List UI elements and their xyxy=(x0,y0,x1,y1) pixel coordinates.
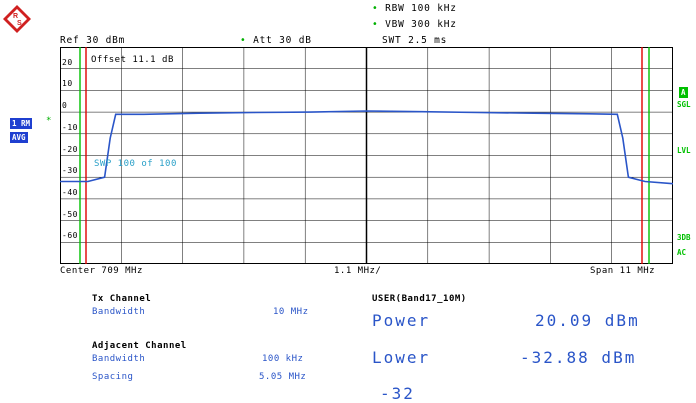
rs-logo-icon: R S xyxy=(3,5,31,33)
tx-channel-title: Tx Channel xyxy=(92,294,152,304)
svg-text:S: S xyxy=(17,20,22,27)
results-title: USER(Band17_10M) xyxy=(372,294,467,304)
ac-label: AC xyxy=(677,248,687,257)
y-tick-label: -10 xyxy=(62,122,78,132)
upper-value-partial: -32 xyxy=(380,384,415,403)
adj-spacing-value: 5.05 MHz xyxy=(259,372,307,382)
y-tick-label: -60 xyxy=(62,231,78,241)
3db-label: 3DB xyxy=(677,233,691,242)
power-label: Power xyxy=(372,311,431,330)
rbw-setting: • RBW 100 kHz xyxy=(372,3,457,14)
center-frequency: Center 709 MHz xyxy=(60,266,143,276)
y-tick-label: -20 xyxy=(62,144,78,154)
span-label: Span 11 MHz xyxy=(590,266,656,276)
adj-bandwidth-label: Bandwidth xyxy=(92,354,146,364)
svg-text:R: R xyxy=(13,13,18,20)
sgl-label: SGL xyxy=(677,100,691,109)
tx-bandwidth-label: Bandwidth xyxy=(92,307,146,317)
spectrum-plot xyxy=(60,47,673,264)
vbw-setting: • VBW 300 kHz xyxy=(372,19,457,30)
y-tick-label: 20 xyxy=(62,57,73,67)
lower-value: -32.88 dBm xyxy=(520,348,637,367)
trace-a-badge: A xyxy=(679,87,688,98)
y-tick-label: -50 xyxy=(62,209,78,219)
y-tick-label: 10 xyxy=(62,79,73,89)
adjacent-channel-title: Adjacent Channel xyxy=(92,341,187,351)
sweep-count: SWP 100 of 100 xyxy=(94,159,177,169)
offset-label: Offset 11.1 dB xyxy=(91,55,174,65)
y-tick-label: -30 xyxy=(62,166,78,176)
y-tick-label: -40 xyxy=(62,187,78,197)
spectrum-trace xyxy=(60,110,673,185)
frequency-division: 1.1 MHz/ xyxy=(334,266,382,276)
power-value: 20.09 dBm xyxy=(535,311,640,330)
adj-spacing-label: Spacing xyxy=(92,372,134,382)
avg-badge: AVG xyxy=(10,132,28,143)
lvl-label: LVL xyxy=(677,146,691,155)
ref-level: Ref 30 dBm xyxy=(60,35,126,46)
y-tick-label: 0 xyxy=(62,101,68,111)
lower-label: Lower xyxy=(372,348,431,367)
sweep-time: SWT 2.5 ms xyxy=(382,35,448,46)
trace-mode-badge: 1 RM xyxy=(10,118,33,129)
tx-bandwidth-value: 10 MHz xyxy=(273,307,309,317)
trace-mode-star: * xyxy=(46,116,52,126)
attenuation: • Att 30 dB xyxy=(240,35,312,46)
adj-bandwidth-value: 100 kHz xyxy=(262,354,304,364)
